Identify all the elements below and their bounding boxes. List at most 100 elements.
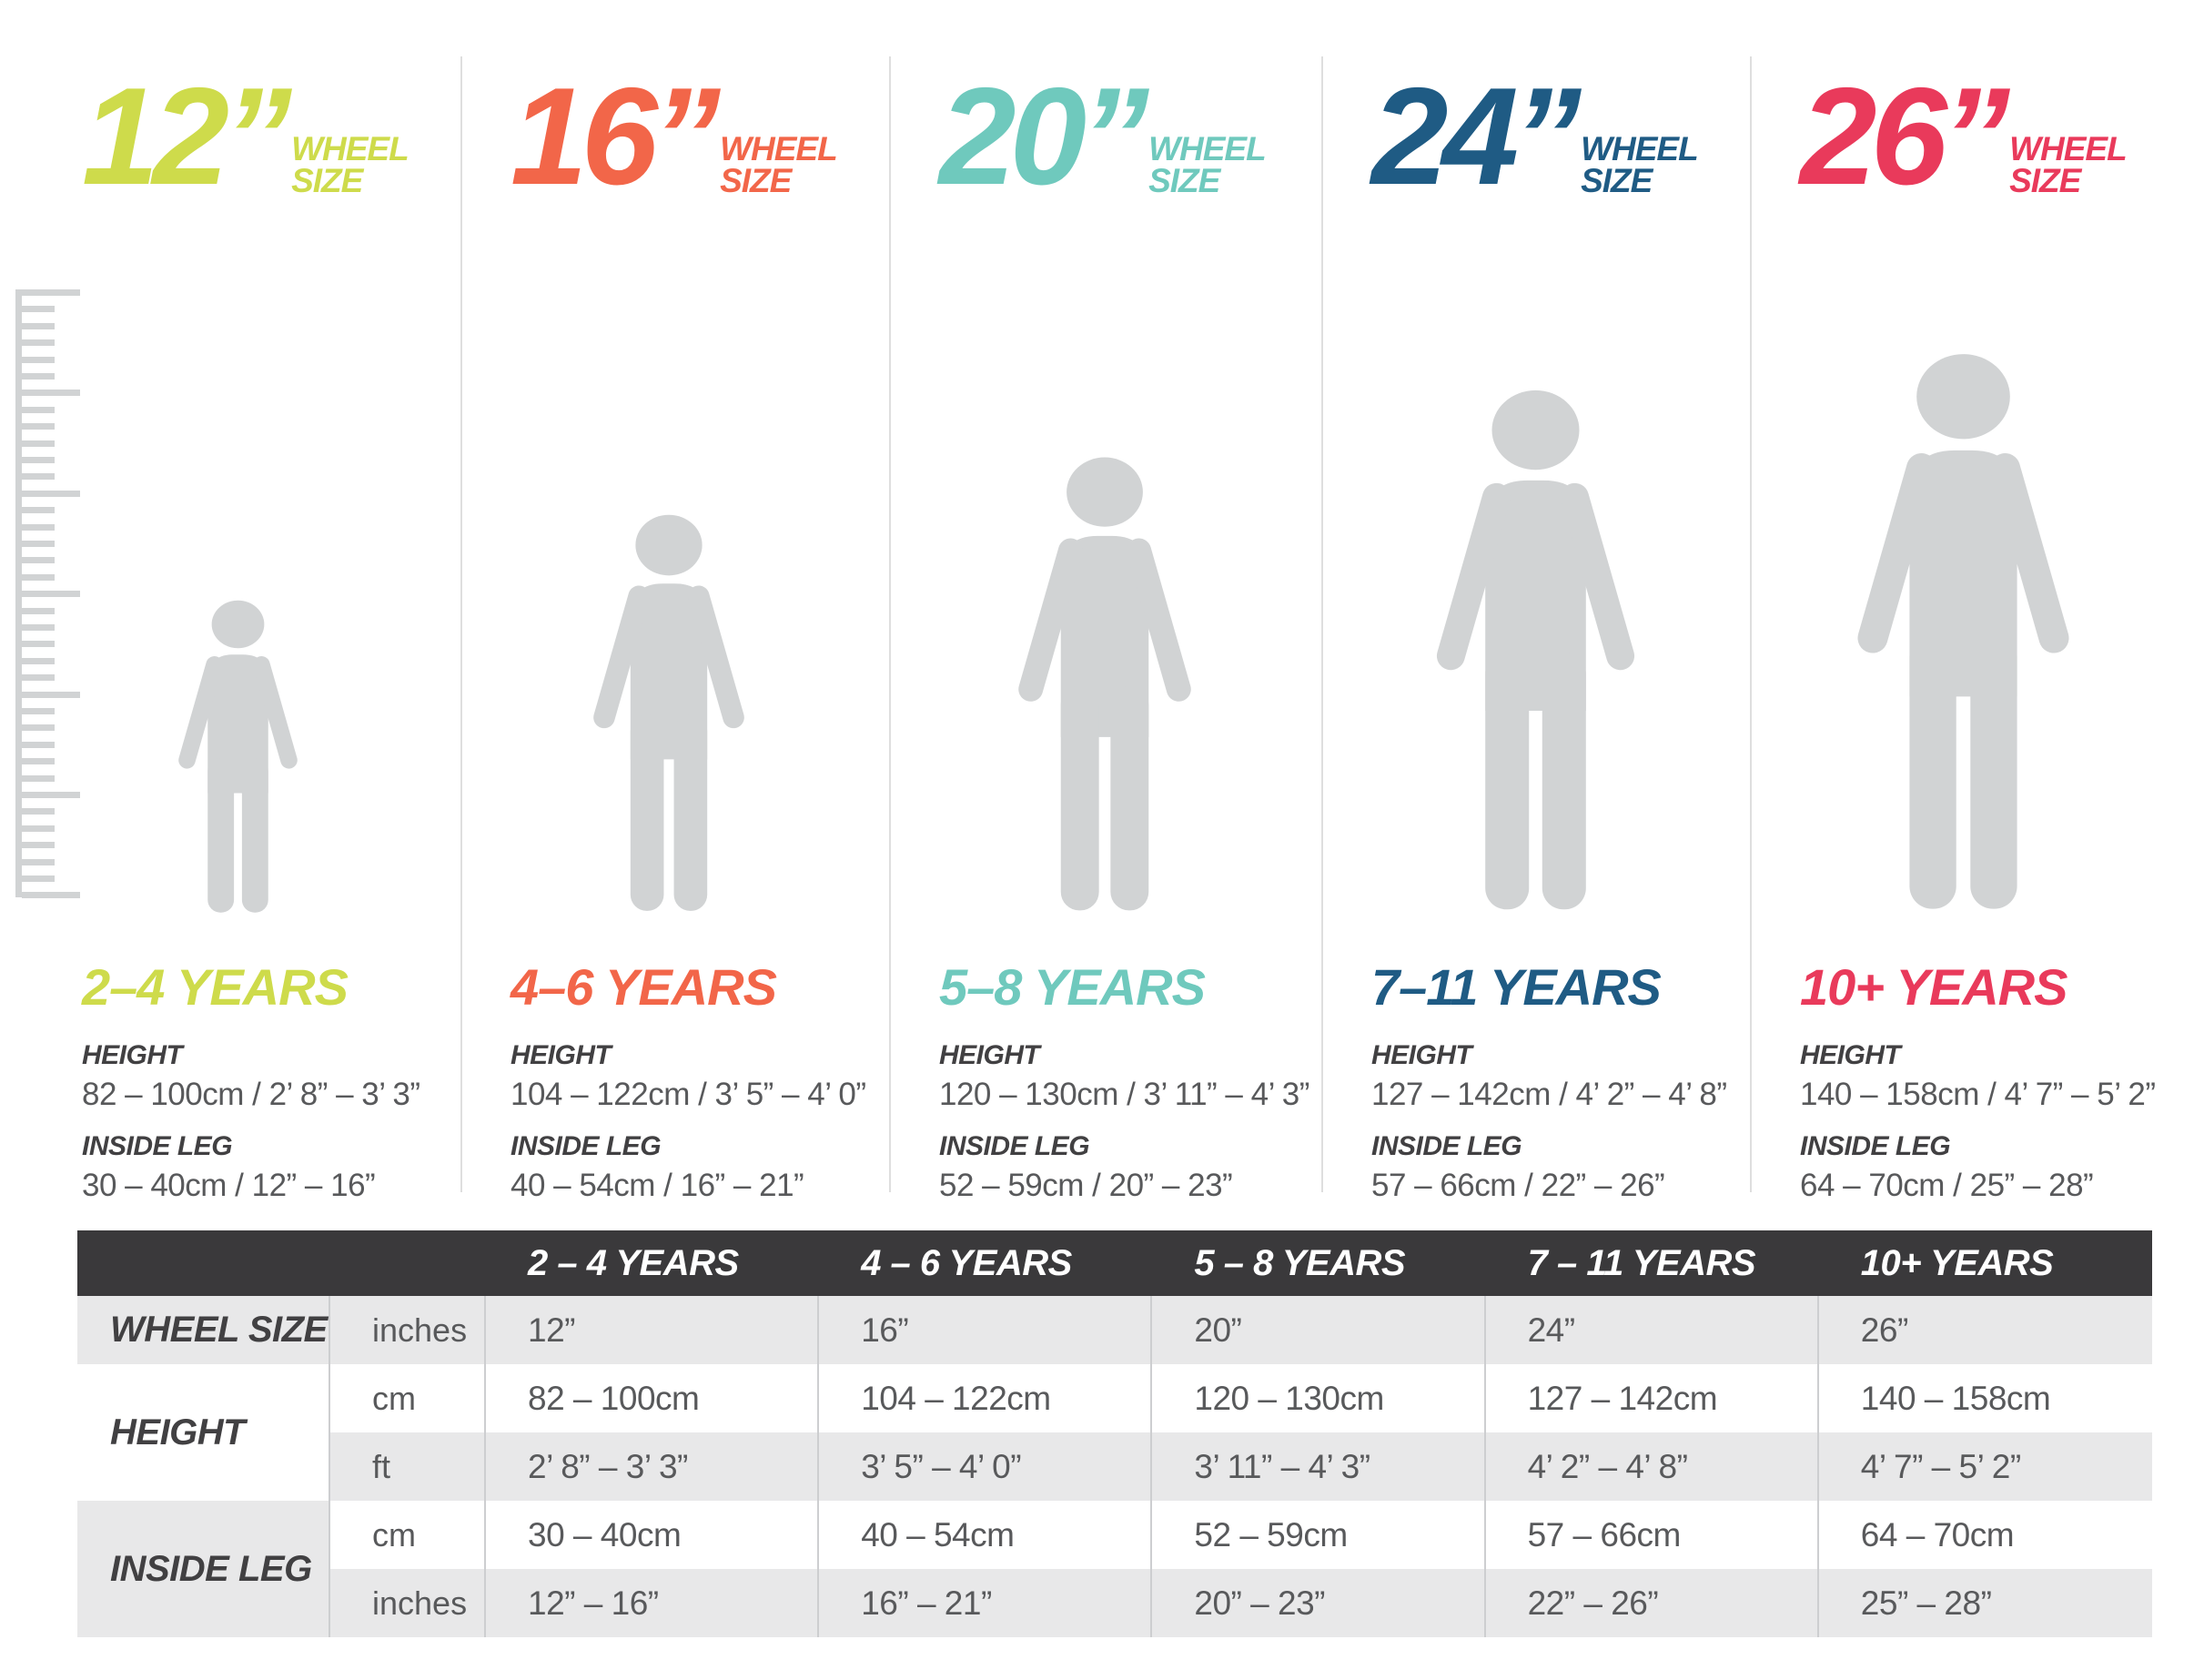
ruler-tick (22, 624, 55, 631)
height-value: 82 – 100cm / 2’ 8” – 3’ 3” (82, 1077, 420, 1112)
ruler-tick (22, 792, 80, 798)
table-cell: 40 – 54cm (819, 1501, 1153, 1569)
table-cell: 104 – 122cm (819, 1364, 1153, 1432)
ruler-tick (22, 774, 55, 782)
unit-cell: inches (330, 1296, 486, 1364)
table-cell: 24” (1485, 1296, 1819, 1364)
inside-leg-value: 64 – 70cm / 25” – 28” (1800, 1168, 2094, 1203)
size-word: SIZE (1581, 162, 1653, 200)
ruler-tick (22, 892, 80, 899)
ruler-tick (22, 457, 55, 463)
table-cell: 57 – 66cm (1485, 1501, 1819, 1569)
height-label: HEIGHT (1371, 1040, 1472, 1070)
size-word: SIZE (1148, 162, 1220, 200)
ruler-tick (22, 674, 55, 682)
wheel-size-words: WHEEL SIZE (291, 130, 409, 200)
height-value: 120 – 130cm / 3’ 11” – 4’ 3” (939, 1077, 1309, 1112)
table-cell: 3’ 11” – 4’ 3” (1152, 1432, 1486, 1501)
wheel-size-words: WHEEL SIZE (720, 130, 838, 197)
wheel-size-heading: 16” WHEEL SIZE (511, 67, 838, 206)
ruler-tick (22, 591, 80, 598)
ruler-tick (22, 808, 55, 815)
size-summary-table: 2 – 4 YEARS 4 – 6 YEARS 5 – 8 YEARS 7 – … (77, 1230, 2152, 1637)
wheel-size-heading: 26” WHEEL SIZE (1800, 67, 2128, 206)
ruler-tick (22, 289, 80, 296)
inside-leg-value: 52 – 59cm / 20” – 23” (939, 1168, 1233, 1203)
ruler-tick (22, 708, 55, 714)
age-range: 7–11 YEARS (1371, 958, 1662, 1016)
ruler-tick (22, 490, 80, 497)
table-header-corner (77, 1230, 486, 1296)
inside-leg-label: INSIDE LEG (82, 1131, 233, 1161)
size-column-24: 24” WHEEL SIZE 7–11 YEARS HEIGHT 127 – 1… (1321, 0, 1750, 1220)
ruler-tick (22, 306, 55, 313)
inside-leg-label: INSIDE LEG (1800, 1131, 1951, 1161)
table-header-age: 4 – 6 YEARS (819, 1230, 1153, 1296)
table-cell: 26” (1818, 1296, 2152, 1364)
height-label: HEIGHT (939, 1040, 1040, 1070)
ruler-tick (22, 557, 55, 564)
wheel-size-heading: 20” WHEEL SIZE (939, 59, 1267, 214)
wheel-word: WHEEL (1148, 130, 1267, 168)
size-column-20: 20” WHEEL SIZE 5–8 YEARS HEIGHT 120 – 13… (889, 0, 1318, 1220)
unit-cell: inches (330, 1569, 486, 1637)
table-cell: 25” – 28” (1818, 1569, 2152, 1637)
wheel-word: WHEEL (291, 130, 409, 168)
table-cell: 30 – 40cm (486, 1501, 820, 1569)
unit-cell: ft (330, 1432, 486, 1501)
age-range: 2–4 YEARS (82, 958, 349, 1016)
unit-cell: cm (330, 1501, 486, 1569)
ruler-tick (22, 641, 55, 648)
table-cell: 16” (819, 1296, 1153, 1364)
ruler-tick (22, 423, 55, 430)
table-cell: 2’ 8” – 3’ 3” (486, 1432, 820, 1501)
column-divider (889, 56, 891, 1192)
ruler-tick (22, 440, 55, 447)
table-cell: 4’ 7” – 5’ 2” (1818, 1432, 2152, 1501)
size-word: SIZE (291, 162, 363, 200)
size-column-12: 12” WHEEL SIZE 2–4 YEARS HEIGHT 82 – 100… (32, 0, 460, 1220)
height-label: HEIGHT (82, 1040, 183, 1070)
table-header-age: 2 – 4 YEARS (486, 1230, 820, 1296)
ruler-tick (22, 741, 55, 748)
wheel-size-words: WHEEL SIZE (1148, 130, 1267, 200)
ruler-tick (22, 758, 55, 765)
wheel-size-heading: 12” WHEEL SIZE (82, 67, 409, 206)
ruler-tick (22, 607, 55, 614)
inside-leg-value: 57 – 66cm / 22” – 26” (1371, 1168, 1665, 1203)
ruler-tick (22, 507, 55, 514)
column-divider (1321, 56, 1323, 1192)
height-ruler (15, 289, 97, 899)
table-header-age: 7 – 11 YEARS (1485, 1230, 1819, 1296)
ruler-tick (22, 875, 55, 882)
inside-leg-value: 40 – 54cm / 16” – 21” (511, 1168, 804, 1203)
ruler-tick (22, 842, 55, 849)
ruler-tick (22, 825, 55, 832)
table-cell: 127 – 142cm (1485, 1364, 1819, 1432)
wheel-word: WHEEL (720, 130, 838, 168)
inside-leg-value: 30 – 40cm / 12” – 16” (82, 1168, 376, 1203)
ruler-tick (22, 724, 55, 732)
inside-leg-label: INSIDE LEG (511, 1131, 662, 1161)
age-range: 10+ YEARS (1800, 958, 2068, 1016)
table-cell: 12” (486, 1296, 820, 1364)
table-cell: 20” – 23” (1152, 1569, 1486, 1637)
age-range: 5–8 YEARS (939, 958, 1206, 1016)
wheel-size-number: 24” (1371, 59, 1582, 214)
wheel-size-words: WHEEL SIZE (1581, 130, 1699, 200)
ruler-tick (22, 356, 55, 363)
height-value: 140 – 158cm / 4’ 7” – 5’ 2” (1800, 1077, 2156, 1112)
wheel-size-number: 20” (939, 59, 1149, 214)
inside-leg-label: INSIDE LEG (1371, 1131, 1522, 1161)
table-cell: 140 – 158cm (1818, 1364, 2152, 1432)
wheel-word: WHEEL (2009, 130, 2128, 168)
ruler-tick (22, 373, 55, 380)
ruler-tick (22, 523, 55, 531)
table-header-age: 5 – 8 YEARS (1152, 1230, 1486, 1296)
ruler-tick (22, 573, 55, 581)
wheel-word: WHEEL (1581, 130, 1699, 168)
size-column-16: 16” WHEEL SIZE 4–6 YEARS HEIGHT 104 – 12… (460, 0, 889, 1220)
height-value: 127 – 142cm / 4’ 2” – 4’ 8” (1371, 1077, 1727, 1112)
height-label: HEIGHT (511, 1040, 612, 1070)
